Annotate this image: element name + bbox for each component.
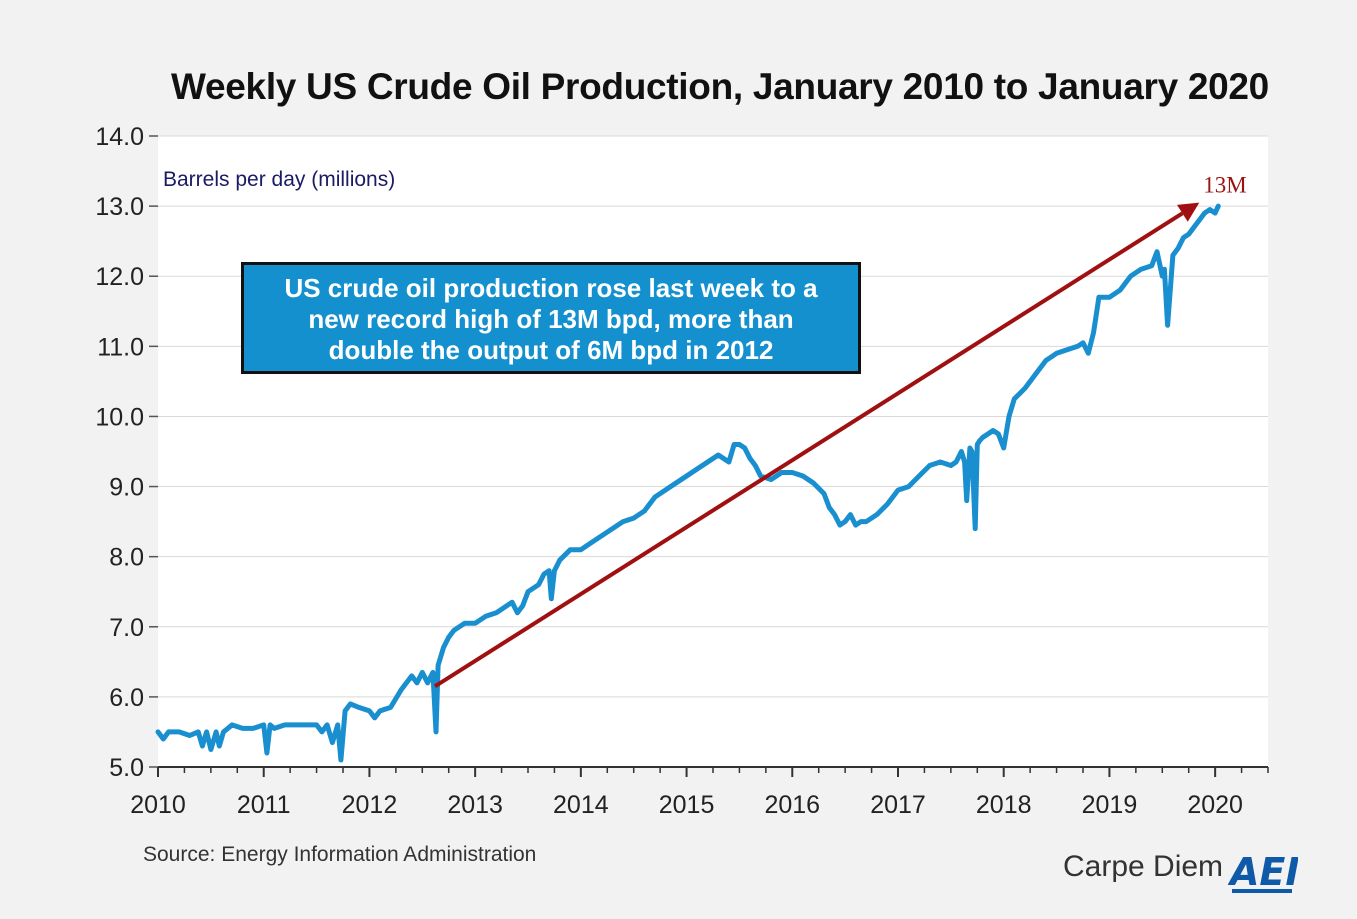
chart-title: Weekly US Crude Oil Production, January … [171,66,1269,107]
y-tick-label: 10.0 [95,403,144,431]
y-axis-label: Barrels per day (millions) [163,168,395,191]
x-tick-label: 2017 [870,791,926,819]
y-tick-label: 8.0 [109,544,144,572]
y-tick-label: 12.0 [95,263,144,291]
y-tick-label: 9.0 [109,474,144,502]
y-tick-label: 5.0 [109,754,144,782]
y-tick-label: 6.0 [109,684,144,712]
x-tick-label: 2019 [1082,791,1138,819]
trend-label: 13M [1203,173,1246,198]
callout-line: US crude oil production rose last week t… [284,273,818,303]
brand-name: Carpe Diem [1063,850,1224,883]
x-tick-label: 2020 [1187,791,1243,819]
callout-line: double the output of 6M bpd in 2012 [328,335,774,365]
plot-area [158,136,1268,767]
x-tick-label: 2015 [659,791,715,819]
x-tick-label: 2011 [237,791,291,819]
y-tick-label: 11.0 [97,333,144,361]
x-tick-label: 2014 [553,791,609,819]
trend-arrow-line [433,211,1184,689]
source-note: Source: Energy Information Administratio… [143,843,537,866]
callout-line: new record high of 13M bpd, more than [308,304,794,334]
series-line [155,203,1221,763]
callout-box: US crude oil production rose last week t… [241,262,861,374]
x-tick-label: 2010 [130,791,186,819]
x-tick-label: 2016 [764,791,820,819]
x-tick-label: 2013 [447,791,503,819]
trend-arrow-head [1177,202,1200,222]
x-tick-label: 2012 [342,791,398,819]
x-tick-label: 2018 [976,791,1032,819]
aei-logo-underline [1232,889,1292,893]
y-tick-label: 14.0 [95,123,144,151]
y-tick-label: 7.0 [109,614,144,642]
aei-logo-text: AEI [1228,850,1298,894]
aei-logo: AEI [1228,850,1298,894]
y-tick-label: 13.0 [95,193,144,221]
